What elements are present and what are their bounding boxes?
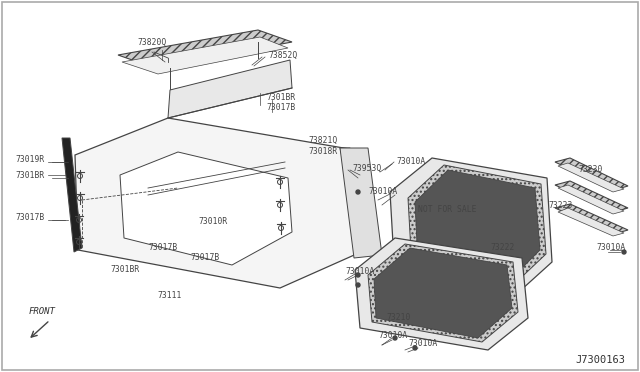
Circle shape [356,273,360,277]
Circle shape [413,346,417,350]
Text: 73010A: 73010A [596,244,625,253]
Text: 73010R: 73010R [198,218,227,227]
Text: 7301BR: 7301BR [266,93,295,102]
Polygon shape [374,248,512,338]
Text: J7300163: J7300163 [575,355,625,365]
Text: 73210: 73210 [386,314,410,323]
Polygon shape [368,244,518,342]
Polygon shape [168,60,292,118]
Text: 73010A: 73010A [345,267,374,276]
Text: 73010A: 73010A [408,340,437,349]
Text: 73017B: 73017B [148,244,177,253]
Text: 73017B: 73017B [190,253,220,263]
Circle shape [622,250,626,254]
Text: 73019R: 73019R [15,155,44,164]
Polygon shape [555,158,628,190]
Polygon shape [558,208,624,236]
Circle shape [356,283,360,287]
Text: 73223: 73223 [548,201,572,209]
Polygon shape [340,148,375,256]
Text: 73010A: 73010A [368,187,397,196]
Polygon shape [555,181,628,212]
Text: 73953Q: 73953Q [352,164,381,173]
Polygon shape [62,138,82,252]
Text: 73852Q: 73852Q [268,51,297,60]
Polygon shape [408,165,546,290]
Polygon shape [558,185,624,214]
Text: 7301BR: 7301BR [110,266,140,275]
Text: 73017B: 73017B [266,103,295,112]
Polygon shape [118,30,292,68]
Text: 73010A: 73010A [396,157,425,167]
Circle shape [356,190,360,194]
Polygon shape [555,204,628,234]
Polygon shape [355,238,528,350]
Text: 73821Q: 73821Q [308,135,337,144]
Polygon shape [75,118,370,288]
Polygon shape [558,163,624,192]
Text: 7301BR: 7301BR [15,170,44,180]
Text: 73222: 73222 [490,244,515,253]
Text: 73230: 73230 [578,166,602,174]
Text: 73017B: 73017B [15,214,44,222]
Circle shape [393,336,397,340]
Polygon shape [120,152,292,265]
Polygon shape [122,37,288,74]
Text: 73820Q: 73820Q [138,38,166,46]
Text: NOT FOR SALE: NOT FOR SALE [418,205,477,215]
Text: FRONT: FRONT [29,308,56,317]
Polygon shape [390,158,552,300]
Polygon shape [415,170,540,284]
Text: 73111: 73111 [158,291,182,299]
Text: 73010A: 73010A [378,331,407,340]
Polygon shape [340,148,382,258]
Text: 73018R: 73018R [308,147,337,155]
